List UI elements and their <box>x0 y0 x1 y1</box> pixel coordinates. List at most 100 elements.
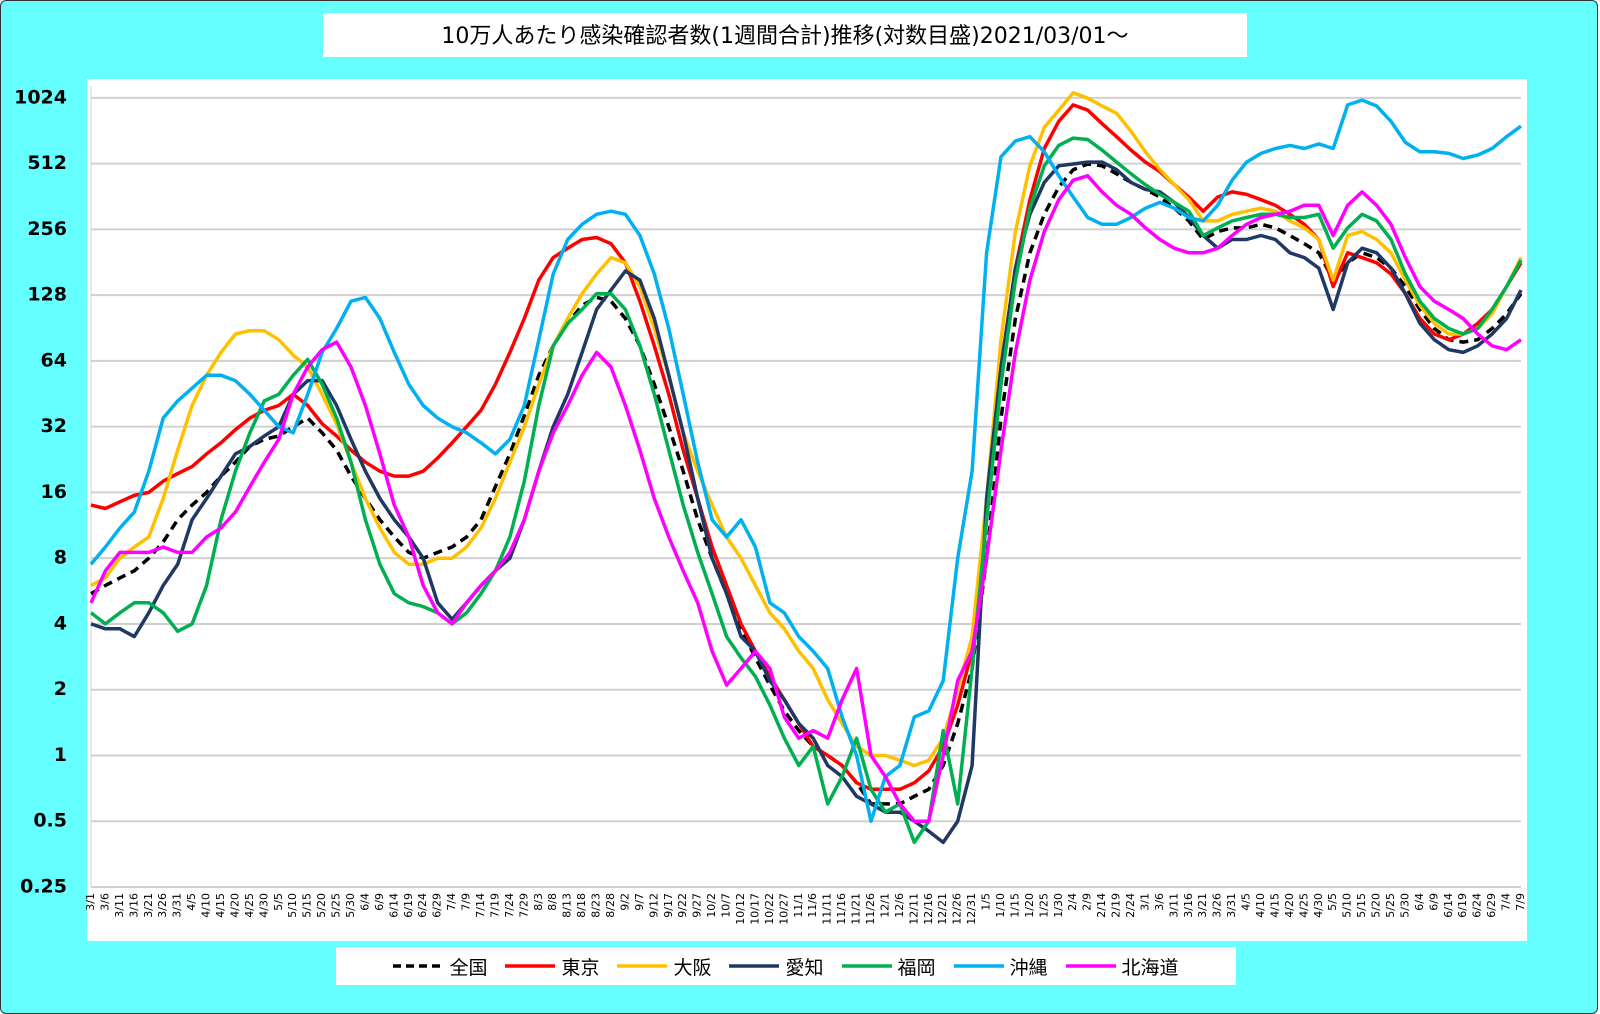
x-tick-label: 8/13 <box>561 893 574 918</box>
plot-area <box>87 79 1527 941</box>
x-tick-label: 6/14 <box>1442 893 1455 918</box>
y-tick-label: 8 <box>54 547 67 569</box>
x-tick-label: 9/17 <box>662 893 675 918</box>
x-tick-label: 6/9 <box>373 893 386 911</box>
x-tick-label: 5/15 <box>1355 893 1368 918</box>
legend-item: 全国 <box>393 953 487 980</box>
x-tick-label: 4/25 <box>243 893 256 918</box>
y-tick-label: 128 <box>27 284 67 306</box>
x-tick-label: 7/9 <box>1514 893 1527 911</box>
x-tick-label: 3/1 <box>1138 893 1151 911</box>
series-line <box>90 162 1523 806</box>
series-line <box>89 174 1522 823</box>
x-tick-label: 3/16 <box>1182 893 1195 918</box>
x-tick-label: 12/11 <box>907 893 920 925</box>
x-tick-label: 6/19 <box>402 893 415 918</box>
y-tick-label: 1024 <box>14 86 67 108</box>
x-tick-label: 5/5 <box>1326 893 1339 911</box>
x-tick-label: 2/24 <box>1124 893 1137 918</box>
x-tick-label: 11/16 <box>835 893 848 925</box>
chart-title: 10万人あたり感染確認者数(1週間合計)推移(対数目盛)2021/03/01～ <box>441 24 1128 49</box>
x-tick-label: 3/6 <box>1153 893 1166 911</box>
x-tick-label: 5/25 <box>330 893 343 918</box>
x-tick-label: 12/6 <box>893 893 906 918</box>
x-tick-label: 1/5 <box>980 893 993 911</box>
legend-label: 北海道 <box>1121 956 1179 979</box>
legend-label: 福岡 <box>897 956 936 979</box>
x-tick-label: 8/18 <box>575 893 588 918</box>
legend-swatch <box>505 964 556 968</box>
x-tick-label: 7/4 <box>445 893 458 911</box>
x-tick-label: 4/20 <box>228 893 241 918</box>
x-tick-label: 12/26 <box>951 893 964 925</box>
x-tick-label: 11/21 <box>850 893 863 925</box>
title-box <box>323 13 1247 57</box>
legend-item: 大阪 <box>617 953 711 980</box>
x-tick-label: 2/9 <box>1081 893 1094 911</box>
x-tick-label: 5/25 <box>1384 893 1397 918</box>
x-tick-label: 12/1 <box>878 893 891 918</box>
x-tick-label: 4/20 <box>1283 893 1296 918</box>
x-tick-label: 10/7 <box>720 893 733 918</box>
x-tick-label: 6/24 <box>416 893 429 918</box>
x-tick-label: 11/6 <box>806 893 819 918</box>
legend-label: 全国 <box>449 956 488 979</box>
x-tick-label: 1/15 <box>1008 893 1021 918</box>
x-tick-label: 5/10 <box>1341 893 1354 918</box>
legend-label: 沖縄 <box>1009 956 1048 979</box>
legend-swatch <box>841 964 892 968</box>
legend-swatch <box>393 964 444 968</box>
legend-label: 大阪 <box>673 956 712 979</box>
y-tick-label: 16 <box>41 481 67 503</box>
y-tick-label: 0.5 <box>33 810 67 832</box>
legend-item: 愛知 <box>729 953 824 980</box>
x-tick-label: 3/26 <box>156 893 169 918</box>
x-tick-label: 2/14 <box>1095 893 1108 918</box>
legend-label: 東京 <box>561 956 600 979</box>
x-tick-label: 2/19 <box>1110 893 1123 918</box>
x-tick-label: 3/1 <box>84 893 97 911</box>
x-tick-label: 11/1 <box>792 893 805 918</box>
x-tick-label: 5/20 <box>1370 893 1383 918</box>
x-tick-label: 4/30 <box>1312 893 1325 918</box>
x-tick-label: 11/26 <box>864 893 877 925</box>
x-tick-label: 8/3 <box>532 893 545 911</box>
x-tick-label: 12/16 <box>922 893 935 925</box>
x-tick-label: 5/30 <box>344 893 357 918</box>
x-tick-label: 3/21 <box>1196 893 1209 918</box>
x-tick-label: 7/9 <box>460 893 473 911</box>
x-tick-label: 11/11 <box>821 893 834 925</box>
x-tick-label: 8/8 <box>546 893 559 911</box>
legend-item: 沖縄 <box>953 953 1048 980</box>
legend-item: 東京 <box>505 953 599 980</box>
x-tick-label: 3/21 <box>142 893 155 918</box>
y-tick-label: 512 <box>27 152 67 174</box>
legend-label: 愛知 <box>785 956 824 979</box>
x-tick-label: 10/12 <box>734 893 747 925</box>
x-tick-label: 8/23 <box>590 893 603 918</box>
y-tick-label: 1 <box>54 744 67 766</box>
x-tick-label: 6/14 <box>387 893 400 918</box>
legend-swatch <box>729 964 780 968</box>
x-tick-label: 6/24 <box>1471 893 1484 918</box>
x-tick-label: 6/4 <box>1413 893 1426 911</box>
x-tick-label: 7/29 <box>517 893 530 918</box>
x-tick-label: 10/22 <box>763 893 776 925</box>
x-tick-label: 3/11 <box>1167 893 1180 918</box>
y-tick-label: 64 <box>41 349 67 371</box>
x-tick-label: 4/10 <box>200 893 213 918</box>
x-tick-label: 2/4 <box>1066 893 1079 911</box>
x-tick-label: 10/17 <box>748 893 761 925</box>
x-tick-label: 3/31 <box>171 893 184 918</box>
x-tick-label: 4/10 <box>1254 893 1267 918</box>
x-tick-label: 8/28 <box>604 893 617 918</box>
x-tick-label: 1/20 <box>1023 893 1036 918</box>
x-tick-label: 4/5 <box>185 893 198 911</box>
x-tick-label: 10/27 <box>777 893 790 925</box>
x-tick-label: 3/31 <box>1225 893 1238 918</box>
x-tick-label: 7/24 <box>503 893 516 918</box>
x-tick-label: 4/15 <box>1268 893 1281 918</box>
series-line <box>89 98 1523 823</box>
